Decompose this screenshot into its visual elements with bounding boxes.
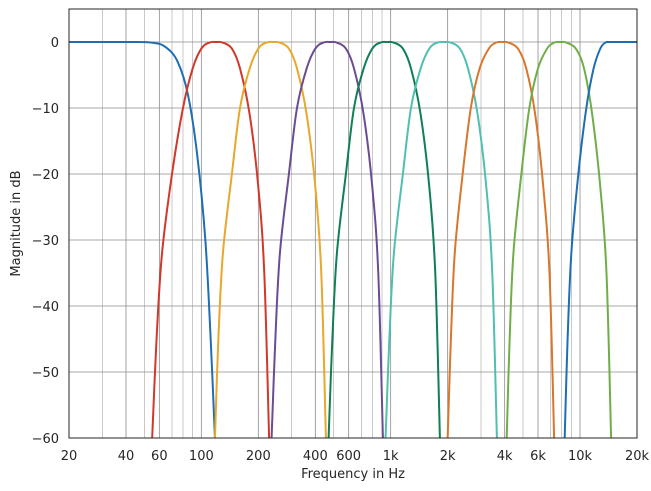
x-tick-label: 60 [151,449,168,464]
x-tick-label: 20k [625,449,650,464]
y-tick-label: −60 [32,432,59,447]
y-tick-label: −20 [32,168,59,183]
y-tick-label: −40 [32,300,59,315]
x-tick-label: 400 [303,449,328,464]
series-line-7 [446,40,556,439]
x-tick-label: 40 [118,449,135,464]
series-layer [68,40,638,439]
series-line-5 [327,40,441,439]
x-tick-label: 10k [568,449,593,464]
series-line-6 [384,40,498,439]
x-tick-label: 600 [336,449,361,464]
x-axis-label: Frequency in Hz [301,467,405,482]
x-tick-label: 6k [530,449,546,464]
series-line-4 [270,40,384,439]
x-tick-label: 200 [246,449,271,464]
y-tick-label: −30 [32,234,59,249]
y-tick-label: −50 [32,366,59,381]
y-axis-label: Magnitude in dB [9,170,24,276]
x-tick-label: 2k [440,449,456,464]
plot-frame [68,8,638,439]
x-tick-label: 4k [497,449,513,464]
series-line-8 [505,40,613,439]
x-tick-labels: 20 40 60 100 200 400 600 1k 2k 4k 6k 10k 20k [61,449,650,464]
x-tick-label: 1k [383,449,399,464]
x-tick-label: 100 [189,449,214,464]
x-tick-label: 20 [61,449,78,464]
series-line-2 [151,40,271,439]
y-tick-label: 0 [51,36,59,51]
series-line-3 [213,40,327,439]
y-tick-labels: 0 −10 −20 −30 −40 −50 −60 [32,36,59,447]
y-tick-label: −10 [32,102,59,117]
series-line-9 [563,40,638,439]
